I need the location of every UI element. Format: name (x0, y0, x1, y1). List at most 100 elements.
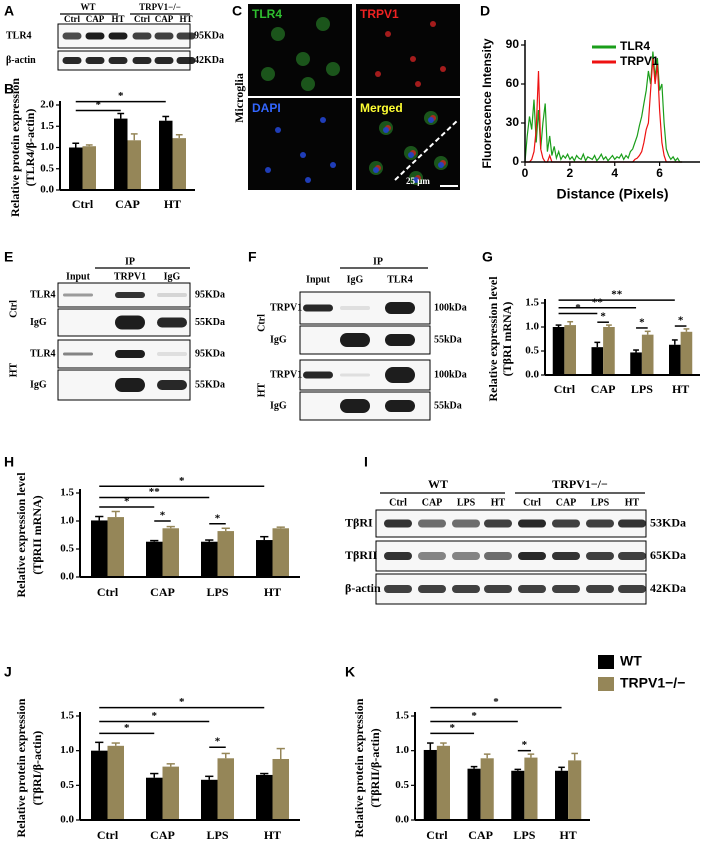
blot-band (115, 350, 145, 358)
lane-label: CAP (86, 14, 105, 24)
cell (316, 17, 330, 31)
bar (630, 352, 642, 375)
significance-label: * (179, 696, 185, 708)
y-tick-label: 0.0 (395, 814, 409, 826)
y-tick-label: 1.5 (395, 710, 409, 722)
significance-label: * (96, 99, 102, 111)
legend-label: TLR4 (620, 39, 650, 53)
blot-band (132, 32, 152, 40)
lane-label: Ctrl (64, 14, 80, 24)
blot-band (452, 552, 480, 560)
row-label: IgG (270, 400, 287, 411)
bar (91, 750, 108, 820)
row-label: IgG (30, 379, 47, 390)
blot-band (418, 519, 446, 528)
x-tick-label: CAP (150, 828, 175, 842)
row-label: IgG (270, 334, 287, 345)
bar (69, 147, 83, 190)
size-label: 100kDa (434, 302, 467, 313)
blot-band (340, 306, 370, 310)
panel-letter: C (232, 3, 242, 19)
bar (511, 770, 525, 820)
bar (107, 745, 124, 820)
significance-label: * (493, 696, 499, 708)
significance-label: * (160, 510, 166, 522)
y-axis-label: (TLR4/β-actin) (23, 109, 37, 187)
bar (114, 118, 128, 190)
blot-band (618, 552, 646, 560)
bar (172, 138, 186, 190)
x-tick-label: 6 (656, 166, 663, 180)
x-tick-label: LPS (206, 828, 228, 842)
panel-letter: F (248, 249, 257, 265)
cell (261, 67, 275, 81)
nucleus (438, 162, 444, 168)
panel-letter: E (4, 249, 13, 265)
lane-label: LPS (591, 497, 610, 508)
nucleus (428, 117, 434, 123)
group-label: WT (80, 2, 95, 12)
blot-band (452, 585, 480, 593)
y-tick-label: 1.5 (60, 710, 74, 722)
bar (480, 758, 494, 820)
blot-band (115, 315, 145, 330)
x-tick-label: HT (559, 828, 576, 842)
blot-band (418, 585, 446, 593)
nucleus (383, 127, 389, 133)
significance-label: * (215, 512, 221, 524)
lane-label: Ctrl (523, 497, 541, 508)
x-tick-label: 0 (522, 166, 529, 180)
y-tick-label: 0.0 (525, 369, 539, 381)
lane-label: CAP (422, 497, 443, 508)
cell-label: Microglia (232, 73, 246, 123)
y-tick-label: 0.5 (60, 543, 74, 555)
lane-label: HT (491, 497, 506, 508)
x-tick-label: HT (164, 197, 181, 211)
blot-band (108, 32, 128, 40)
nucleus (413, 177, 419, 183)
blot-band (552, 519, 580, 528)
group-label: TRPV1−/− (139, 2, 181, 12)
bar (107, 517, 124, 577)
nucleus (300, 152, 306, 158)
y-tick-label: 1.0 (525, 321, 539, 333)
panel-letter: G (482, 249, 493, 265)
lane-label: IgG (164, 271, 181, 282)
bar (669, 344, 681, 375)
significance-label: * (449, 722, 455, 734)
blot-band (303, 304, 333, 312)
bar (201, 779, 218, 820)
x-tick-label: 2 (567, 166, 574, 180)
bar (162, 766, 179, 820)
panel-letter: J (4, 664, 12, 680)
channel-label: TRPV1 (360, 7, 399, 21)
legend-label: TRPV1 (620, 54, 659, 68)
bar (256, 774, 273, 820)
bar (423, 749, 437, 820)
blot-band (157, 380, 187, 390)
y-tick-label: 0.5 (395, 779, 409, 791)
blot-band (586, 585, 614, 593)
blot-band (62, 57, 82, 64)
significance-label: ** (611, 289, 623, 301)
legend-swatch (598, 655, 614, 669)
blot-band (418, 552, 446, 560)
lane-label: LPS (457, 497, 476, 508)
y-tick-label: 1.0 (40, 141, 54, 153)
bar (467, 768, 481, 820)
blot-band (115, 378, 145, 392)
y-axis-label: (TβRI/β-actin) (30, 731, 44, 806)
x-tick-label: LPS (513, 828, 535, 842)
lane-label: HT (179, 14, 192, 24)
bar (146, 777, 163, 820)
x-axis-label: Distance (Pixels) (556, 186, 668, 202)
blot-band (176, 57, 196, 64)
lane-label: Input (306, 274, 331, 285)
x-tick-label: HT (264, 828, 281, 842)
micrograph (248, 4, 352, 96)
x-tick-label: CAP (115, 197, 140, 211)
row-label: TLR4 (6, 30, 32, 41)
blot-band (384, 519, 412, 528)
legend-swatch (598, 677, 614, 691)
